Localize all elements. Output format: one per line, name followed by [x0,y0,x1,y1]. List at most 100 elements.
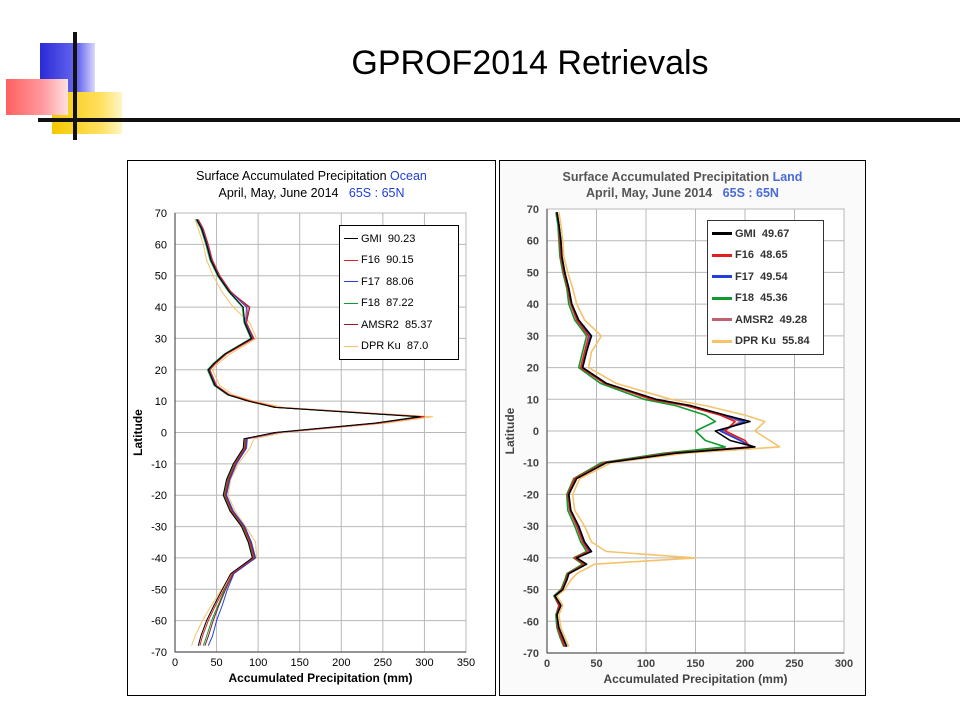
y-tick-label: 30 [527,331,539,343]
y-tick-label: 10 [155,396,167,408]
series-line-gmi [554,212,756,648]
legend-series-value: 55.84 [775,335,810,348]
x-tick-label: 50 [210,657,222,669]
legend-series-value: 49.28 [773,313,808,326]
legend-swatch [712,296,732,300]
y-tick-label: 0 [533,426,539,438]
x-tick-label: 300 [415,657,433,669]
legend-series-value: 45.36 [753,292,788,305]
y-tick-label: 50 [527,267,539,279]
series-line-f18 [553,212,726,648]
legend-entry: F16 90.15 [344,250,454,272]
legend-entry: F18 45.36 [712,288,819,310]
series-line-gmi [196,219,421,646]
y-tick-label: -70 [523,648,539,660]
x-tick-label: 0 [544,658,550,670]
x-tick-label: 150 [686,658,704,670]
legend-entry: F16 48.65 [712,245,819,267]
y-tick-label: -10 [151,459,167,471]
legend-swatch [712,339,732,343]
x-axis-label: Accumulated Precipitation (mm) [603,672,787,686]
y-tick-label: -60 [523,616,539,628]
y-tick-label: 70 [527,204,539,216]
x-tick-label: 100 [637,658,655,670]
legend-swatch [712,253,732,257]
land-chart-panel: Surface Accumulated Precipitation Land A… [499,160,866,696]
legend-swatch [344,324,358,326]
legend-series-name: AMSR2 [735,313,774,326]
legend-series-name: F18 [735,292,754,305]
legend-entry: F18 87.22 [344,293,454,315]
ocean-chart-legend: GMI 90.23 F16 90.15 F17 88.06 F18 87.22 AMSR… [339,225,459,360]
ocean-chart-title: Surface Accumulated Precipitation Ocean [196,169,427,183]
legend-series-name: GMI [361,232,382,245]
y-tick-label: 60 [155,239,167,251]
deco-vertical-line [73,32,77,140]
y-axis-label: Latitude [131,409,145,456]
y-tick-label: -10 [523,458,539,470]
legend-series-value: 87.22 [379,297,414,310]
legend-entry: DPR Ku 87.0 [344,336,454,358]
legend-series-value: 48.65 [753,249,788,262]
legend-series-name: AMSR2 [361,318,399,331]
y-tick-label: 70 [155,208,167,220]
y-tick-label: -70 [151,647,167,659]
y-tick-label: -50 [151,584,167,596]
x-tick-label: 50 [590,658,602,670]
deco-horizontal-line [38,118,960,122]
legend-swatch [712,232,732,236]
x-tick-label: 0 [172,657,178,669]
legend-series-name: GMI [735,227,756,240]
y-tick-label: 20 [155,365,167,377]
x-tick-label: 200 [736,658,754,670]
y-tick-label: -30 [523,521,539,533]
legend-entry: GMI 49.67 [712,223,819,245]
legend-entry: GMI 90.23 [344,228,454,250]
x-tick-label: 200 [332,657,350,669]
series-line-f16 [197,219,425,646]
land-chart-subtitle: April, May, June 2014 65S : 65N [586,186,779,200]
y-tick-label: -20 [523,489,539,501]
legend-series-value: 49.54 [753,270,788,283]
land-chart-legend: GMI 49.67 F16 48.65 F17 49.54 F18 45.36 AMSR… [707,220,824,355]
legend-swatch [344,345,358,347]
legend-series-value: 90.15 [379,254,414,267]
y-tick-label: 40 [527,299,539,311]
legend-series-name: DPR Ku [361,340,401,353]
x-tick-label: 100 [249,657,267,669]
legend-series-value: 49.67 [755,227,790,240]
legend-swatch [712,318,732,322]
y-tick-label: -40 [151,553,167,565]
legend-series-value: 88.06 [379,275,414,288]
legend-entry: F17 49.54 [712,266,819,288]
y-tick-label: -50 [523,585,539,597]
legend-series-value: 87.0 [400,340,429,353]
x-tick-label: 300 [835,658,853,670]
legend-series-name: F17 [361,275,380,288]
legend-swatch [344,281,358,283]
legend-swatch [344,302,358,304]
legend-series-name: F18 [361,297,380,310]
legend-entry: AMSR2 85.37 [344,314,454,336]
legend-series-name: F16 [361,254,380,267]
series-line-dpr-ku [556,212,781,648]
ocean-chart-panel: Surface Accumulated Precipitation Ocean … [127,160,496,696]
legend-swatch [344,238,358,240]
y-tick-label: 50 [155,271,167,283]
x-tick-label: 250 [785,658,803,670]
deco-red-square [6,79,68,115]
y-tick-label: -20 [151,490,167,502]
legend-swatch [712,275,732,279]
ocean-chart-subtitle: April, May, June 2014 65S : 65N [218,186,405,200]
legend-entry: AMSR2 49.28 [712,309,819,331]
y-tick-label: 60 [527,236,539,248]
legend-series-value: 85.37 [398,318,433,331]
x-axis-label: Accumulated Precipitation (mm) [228,671,412,685]
legend-series-name: F17 [735,270,754,283]
legend-entry: DPR Ku 55.84 [712,331,819,353]
legend-entry: F17 88.06 [344,271,454,293]
y-tick-label: -60 [151,616,167,628]
x-tick-label: 250 [374,657,392,669]
legend-swatch [344,259,358,261]
y-tick-label: -40 [523,553,539,565]
